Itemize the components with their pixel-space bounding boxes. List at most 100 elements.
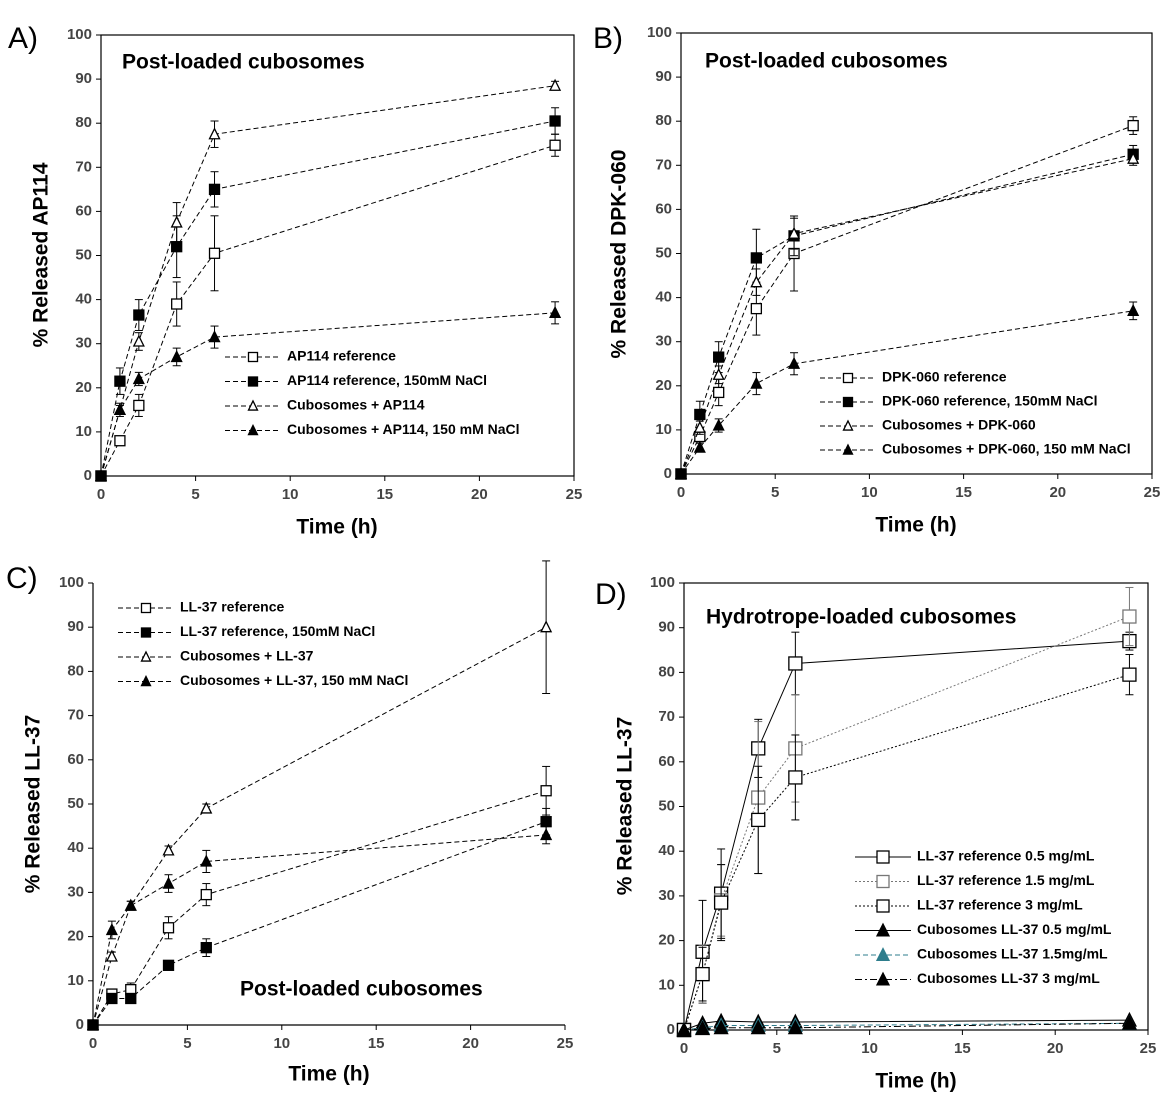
marker — [712, 418, 725, 431]
y-tick-label: 50 — [655, 244, 672, 261]
panel-label: A) — [8, 22, 38, 55]
legend-label: DPK-060 reference — [882, 369, 1007, 385]
x-tick-label: 25 — [1140, 1040, 1157, 1057]
y-tick-label: 40 — [655, 289, 672, 306]
legend-marker — [842, 443, 854, 455]
y-tick-label: 30 — [658, 887, 675, 904]
x-tick-label: 10 — [282, 486, 299, 503]
marker — [170, 215, 183, 228]
y-tick-label: 0 — [667, 1021, 675, 1038]
marker — [694, 1020, 711, 1036]
marker — [1122, 667, 1137, 682]
x-tick-label: 20 — [1047, 1040, 1064, 1057]
annotation: Post-loaded cubosomes — [240, 978, 483, 1001]
marker — [200, 888, 212, 901]
x-axis-label: Time (h) — [296, 516, 377, 539]
marker — [208, 183, 221, 196]
marker — [674, 467, 688, 480]
marker — [170, 349, 183, 363]
legend-label: Cubosomes + DPK-060 — [882, 417, 1036, 433]
marker — [713, 1019, 729, 1035]
legend-marker — [875, 947, 891, 962]
legend-label: LL-37 reference — [180, 599, 284, 615]
panel-label: B) — [593, 22, 623, 55]
y-tick-label: 10 — [658, 976, 675, 993]
marker — [1127, 119, 1139, 132]
legend-marker — [140, 627, 152, 638]
marker — [750, 376, 763, 389]
marker — [788, 770, 803, 785]
marker — [86, 1018, 100, 1031]
x-tick-label: 5 — [771, 484, 779, 501]
series-line — [683, 1022, 1130, 1031]
x-tick-label: 10 — [273, 1035, 290, 1052]
legend-label: LL-37 reference 0.5 mg/mL — [917, 848, 1095, 864]
y-tick-label: 40 — [75, 291, 92, 308]
x-tick-label: 25 — [566, 486, 583, 503]
x-tick-label: 15 — [954, 1040, 971, 1057]
y-tick-label: 100 — [59, 574, 84, 591]
series-line — [92, 790, 547, 1026]
x-tick-label: 0 — [89, 1035, 97, 1052]
series-line — [100, 144, 556, 477]
y-tick-label: 90 — [75, 70, 92, 87]
y-tick-label: 0 — [664, 465, 672, 482]
y-tick-label: 10 — [75, 423, 92, 440]
series-line — [683, 640, 1130, 1031]
marker — [549, 305, 562, 318]
marker — [94, 469, 108, 482]
legend-label: Cubosomes LL-37 0.5 mg/mL — [917, 921, 1112, 937]
y-tick-label: 30 — [655, 333, 672, 350]
x-axis-label: Time (h) — [288, 1063, 369, 1086]
y-tick-label: 90 — [67, 618, 84, 635]
y-tick-label: 90 — [658, 619, 675, 636]
series-line — [100, 312, 556, 477]
marker — [162, 959, 175, 971]
marker — [106, 992, 118, 1005]
marker — [787, 226, 801, 239]
y-tick-label: 50 — [67, 795, 84, 812]
marker — [133, 399, 145, 412]
y-tick-label: 10 — [655, 421, 672, 438]
legend-marker — [247, 423, 259, 436]
y-tick-label: 40 — [67, 839, 84, 856]
marker — [713, 895, 729, 910]
y-tick-label: 40 — [658, 842, 675, 859]
marker — [693, 420, 706, 433]
marker — [200, 801, 213, 814]
series-line — [680, 158, 1134, 475]
marker — [713, 386, 725, 399]
x-tick-label: 25 — [1144, 484, 1161, 501]
x-tick-label: 20 — [462, 1035, 479, 1052]
y-tick-label: 80 — [658, 663, 675, 680]
legend-label: Cubosomes + LL-37 — [180, 648, 314, 664]
legend-marker — [140, 602, 152, 614]
legend-marker — [842, 419, 854, 431]
marker — [1127, 151, 1140, 164]
legend-marker — [842, 396, 854, 408]
y-tick-label: 70 — [67, 707, 84, 724]
y-tick-label: 30 — [75, 335, 92, 352]
y-tick-label: 60 — [75, 202, 92, 219]
x-tick-label: 0 — [680, 1040, 688, 1057]
legend-label: Cubosomes + DPK-060, 150 mM NaCl — [882, 441, 1131, 457]
legend-marker — [876, 899, 890, 913]
marker — [549, 78, 562, 91]
marker — [549, 139, 561, 151]
series-line — [92, 626, 547, 1026]
y-tick-label: 20 — [75, 379, 92, 396]
marker — [162, 843, 175, 856]
x-tick-label: 25 — [557, 1035, 574, 1052]
x-tick-label: 15 — [376, 486, 393, 503]
legend-marker — [876, 874, 890, 889]
marker — [200, 854, 213, 867]
marker — [540, 827, 553, 841]
x-tick-label: 0 — [97, 486, 105, 503]
legend-label: LL-37 reference 1.5 mg/mL — [917, 872, 1095, 888]
legend-marker — [876, 850, 890, 864]
x-tick-label: 15 — [955, 484, 972, 501]
legend-label: Cubosomes LL-37 3 mg/mL — [917, 970, 1100, 986]
marker — [208, 127, 221, 140]
marker — [114, 375, 126, 387]
